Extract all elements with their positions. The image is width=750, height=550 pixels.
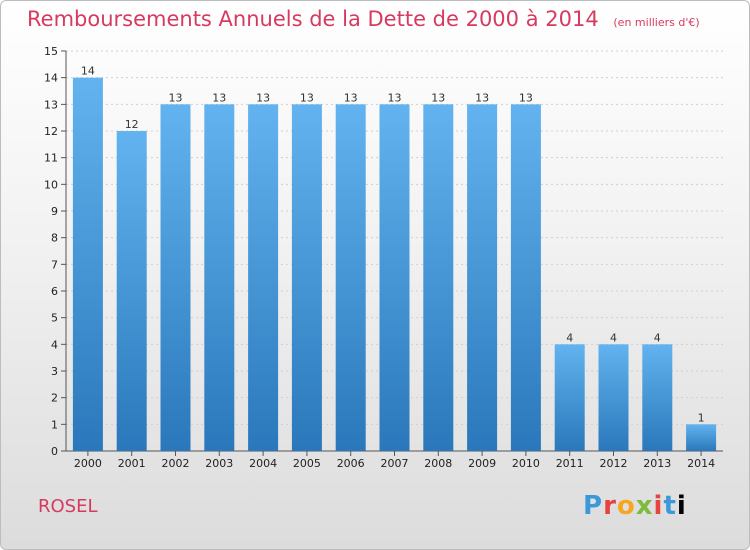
- bar: [510, 104, 541, 451]
- x-tick-label: 2007: [381, 457, 409, 470]
- data-label: 4: [566, 331, 573, 344]
- data-label: 13: [431, 91, 445, 104]
- bar: [204, 104, 235, 451]
- town-label: ROSEL: [38, 496, 98, 517]
- chart-title: Remboursements Annuels de la Dette de 20…: [27, 7, 700, 31]
- data-label: 13: [475, 91, 489, 104]
- data-label: 13: [388, 91, 402, 104]
- bar: [335, 104, 366, 451]
- x-tick-label: 2001: [118, 457, 146, 470]
- logo-letter: t: [663, 491, 677, 521]
- data-label: 4: [654, 331, 661, 344]
- data-label: 13: [344, 91, 358, 104]
- bar: [248, 104, 279, 451]
- bar: [642, 344, 673, 451]
- x-tick-label: 2013: [643, 457, 671, 470]
- bar: [379, 104, 410, 451]
- x-tick-label: 2003: [205, 457, 233, 470]
- bar: [72, 77, 103, 452]
- proxiti-logo[interactable]: Proxiti: [583, 491, 687, 521]
- bar: [598, 344, 629, 451]
- data-label: 1: [698, 411, 705, 424]
- data-label: 4: [610, 331, 617, 344]
- y-tick-label: 13: [44, 98, 58, 111]
- x-tick-label: 2010: [512, 457, 540, 470]
- y-tick-label: 1: [51, 418, 58, 431]
- x-tick-label: 2000: [74, 457, 102, 470]
- data-label: 13: [300, 91, 314, 104]
- y-tick-label: 8: [51, 232, 58, 245]
- y-tick-label: 14: [44, 72, 58, 85]
- y-tick-label: 10: [44, 178, 58, 191]
- bar: [160, 104, 191, 451]
- logo-letter: i: [653, 491, 664, 521]
- x-tick-label: 2004: [249, 457, 277, 470]
- y-tick-label: 5: [51, 312, 58, 325]
- y-tick-label: 9: [51, 205, 58, 218]
- x-tick-label: 2008: [424, 457, 452, 470]
- chart-subtitle: (en milliers d'€): [613, 16, 700, 29]
- chart-title-text: Remboursements Annuels de la Dette de 20…: [27, 7, 599, 31]
- y-tick-label: 15: [44, 45, 58, 58]
- x-tick-label: 2006: [337, 457, 365, 470]
- data-label: 13: [519, 91, 533, 104]
- y-tick-label: 4: [51, 338, 58, 351]
- x-tick-label: 2005: [293, 457, 321, 470]
- y-tick-label: 0: [51, 445, 58, 458]
- data-label: 14: [81, 65, 95, 78]
- data-label: 13: [169, 91, 183, 104]
- y-tick-label: 2: [51, 392, 58, 405]
- x-tick-label: 2014: [687, 457, 715, 470]
- data-label: 12: [125, 118, 139, 131]
- data-label: 13: [256, 91, 270, 104]
- logo-letter: x: [635, 491, 654, 521]
- y-tick-label: 3: [51, 365, 58, 378]
- bar: [554, 344, 585, 451]
- bar: [116, 131, 147, 451]
- bar: [686, 424, 717, 451]
- data-label: 13: [212, 91, 226, 104]
- x-tick-label: 2011: [556, 457, 584, 470]
- bar: [291, 104, 322, 451]
- y-tick-label: 6: [51, 285, 58, 298]
- y-tick-label: 7: [51, 258, 58, 271]
- x-tick-label: 2009: [468, 457, 496, 470]
- y-tick-label: 12: [44, 125, 58, 138]
- bar: [423, 104, 454, 451]
- bar: [467, 104, 498, 451]
- logo-letter: P: [583, 491, 604, 521]
- x-tick-label: 2002: [162, 457, 190, 470]
- x-tick-label: 2012: [600, 457, 628, 470]
- y-tick-label: 11: [44, 152, 58, 165]
- logo-letter: o: [616, 491, 636, 521]
- logo-letter: i: [676, 491, 687, 521]
- logo-letter: r: [603, 491, 617, 521]
